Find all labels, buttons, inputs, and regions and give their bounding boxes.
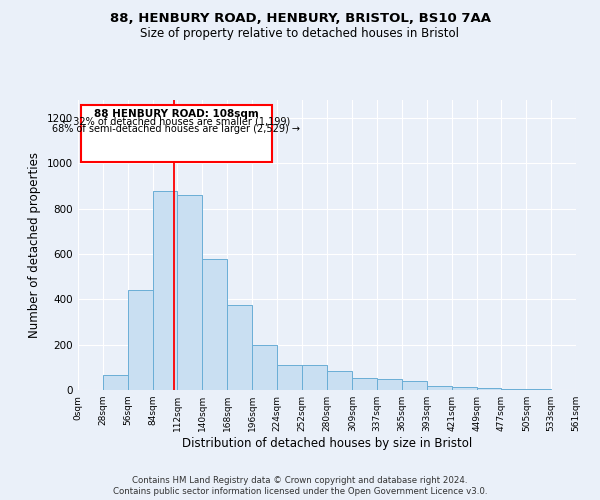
Text: 68% of semi-detached houses are larger (2,529) →: 68% of semi-detached houses are larger (… xyxy=(52,124,300,134)
Bar xyxy=(152,190,178,390)
Bar xyxy=(202,258,227,390)
Bar xyxy=(427,386,452,390)
Bar xyxy=(302,365,326,390)
Text: ← 32% of detached houses are smaller (1,199): ← 32% of detached houses are smaller (1,… xyxy=(62,117,290,127)
Bar xyxy=(402,381,427,390)
Bar xyxy=(352,378,377,390)
Text: 88 HENBURY ROAD: 108sqm: 88 HENBURY ROAD: 108sqm xyxy=(94,109,259,119)
Bar xyxy=(277,365,302,390)
Bar xyxy=(452,388,476,390)
Bar xyxy=(252,344,277,390)
Bar xyxy=(80,105,272,162)
Text: Contains HM Land Registry data © Crown copyright and database right 2024.: Contains HM Land Registry data © Crown c… xyxy=(132,476,468,485)
Text: 88, HENBURY ROAD, HENBURY, BRISTOL, BS10 7AA: 88, HENBURY ROAD, HENBURY, BRISTOL, BS10… xyxy=(110,12,491,26)
Bar xyxy=(103,376,128,390)
X-axis label: Distribution of detached houses by size in Bristol: Distribution of detached houses by size … xyxy=(182,437,472,450)
Y-axis label: Number of detached properties: Number of detached properties xyxy=(28,152,41,338)
Text: Size of property relative to detached houses in Bristol: Size of property relative to detached ho… xyxy=(140,28,460,40)
Bar xyxy=(227,305,252,390)
Bar xyxy=(502,389,526,390)
Bar xyxy=(326,370,352,390)
Text: Contains public sector information licensed under the Open Government Licence v3: Contains public sector information licen… xyxy=(113,487,487,496)
Bar xyxy=(178,195,202,390)
Bar xyxy=(377,378,402,390)
Bar xyxy=(128,290,152,390)
Bar xyxy=(476,388,502,390)
